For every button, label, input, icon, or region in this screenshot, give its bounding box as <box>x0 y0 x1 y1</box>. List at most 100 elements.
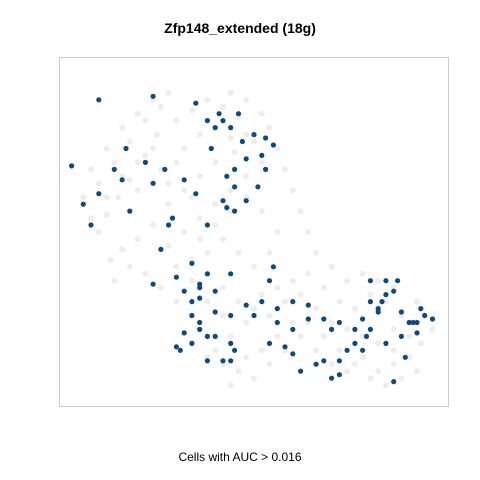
scatter-point <box>127 208 133 214</box>
scatter-point <box>227 135 234 141</box>
scatter-point <box>251 305 257 312</box>
scatter-point <box>305 229 312 235</box>
scatter-point <box>398 375 405 382</box>
chart-title: Zfp148_extended (18g) <box>164 20 316 36</box>
scatter-point <box>390 347 397 354</box>
scatter-point <box>88 215 94 222</box>
scatter-point <box>228 271 234 277</box>
scatter-point <box>360 347 366 353</box>
scatter-point <box>157 166 164 173</box>
scatter-point <box>274 333 281 340</box>
scatter-point <box>375 309 381 315</box>
scatter-point <box>150 93 156 99</box>
scatter-point <box>212 288 218 294</box>
scatter-point <box>103 194 110 201</box>
scatter-point <box>375 340 382 347</box>
scatter-point <box>243 319 250 326</box>
scatter-point <box>274 319 280 326</box>
scatter-point <box>282 298 288 305</box>
scatter-point <box>383 278 389 284</box>
scatter-point <box>189 299 195 305</box>
scatter-point <box>367 375 374 382</box>
scatter-point <box>259 152 265 158</box>
scatter-point <box>379 299 385 305</box>
scatter-point <box>414 368 420 375</box>
scatter-point <box>232 208 238 214</box>
scatter-point <box>158 246 164 252</box>
scatter-point <box>289 187 296 194</box>
scatter-point <box>224 205 230 211</box>
scatter-point <box>150 145 157 152</box>
scatter-point <box>150 281 156 287</box>
scatter-point <box>313 347 320 354</box>
scatter-point <box>212 333 218 339</box>
scatter-point <box>251 375 257 382</box>
scatter-point <box>258 110 265 117</box>
scatter-point <box>243 173 250 180</box>
scatter-point <box>266 361 273 368</box>
scatter-point <box>336 298 343 305</box>
scatter-point <box>157 284 164 291</box>
scatter-point <box>258 291 265 298</box>
scatter-point <box>220 358 226 364</box>
scatter-point <box>282 344 288 350</box>
scatter-point <box>126 138 133 145</box>
scatter-point <box>313 361 319 367</box>
scatter-point <box>360 316 366 322</box>
scatter-point <box>165 180 172 187</box>
scatter-point <box>398 309 404 315</box>
scatter-point <box>220 312 226 319</box>
scatter-point <box>96 191 102 197</box>
scatter-point <box>197 295 203 301</box>
scatter-point <box>173 298 180 305</box>
scatter-point <box>181 330 187 336</box>
scatter-point <box>263 135 269 141</box>
scatter-point <box>270 264 276 270</box>
scatter-point <box>228 358 234 364</box>
scatter-point <box>142 270 149 277</box>
scatter-point <box>227 89 234 96</box>
scatter-point <box>422 312 428 319</box>
scatter-point <box>212 347 219 354</box>
scatter-point <box>329 375 335 381</box>
scatter-point <box>258 159 265 166</box>
scatter-point <box>290 299 296 305</box>
scatter-point <box>173 344 179 350</box>
scatter-point <box>305 302 311 308</box>
scatter-point <box>154 131 160 138</box>
scatter-point <box>344 326 351 333</box>
scatter-point <box>359 270 366 277</box>
scatter-point <box>367 278 373 284</box>
scatter-point <box>107 256 114 263</box>
scatter-point <box>282 166 288 173</box>
plot-frame <box>59 57 449 407</box>
scatter-point <box>235 111 242 117</box>
scatter-point <box>204 358 210 364</box>
scatter-point <box>382 382 389 389</box>
scatter-point <box>142 159 148 165</box>
scatter-point <box>329 326 335 332</box>
scatter-point <box>227 208 234 215</box>
scatter-point <box>336 319 342 326</box>
scatter-point <box>351 361 358 368</box>
scatter-point <box>251 132 257 138</box>
scatter-point <box>297 208 304 215</box>
scatter-point <box>297 291 304 298</box>
scatter-point <box>235 298 242 305</box>
scatter-point <box>69 163 75 169</box>
scatter-point <box>418 306 424 312</box>
scatter-point <box>367 326 373 332</box>
scatter-point <box>390 361 397 368</box>
scatter-point <box>429 326 436 333</box>
scatter-point <box>290 351 296 357</box>
scatter-point <box>251 263 257 270</box>
scatter-point <box>224 173 230 179</box>
scatter-point <box>336 372 342 378</box>
scatter-point <box>188 107 195 114</box>
scatter-point <box>96 97 102 103</box>
scatter-point <box>216 111 222 117</box>
scatter-point <box>228 125 234 131</box>
scatter-point <box>344 277 351 284</box>
scatter-point <box>204 118 210 124</box>
